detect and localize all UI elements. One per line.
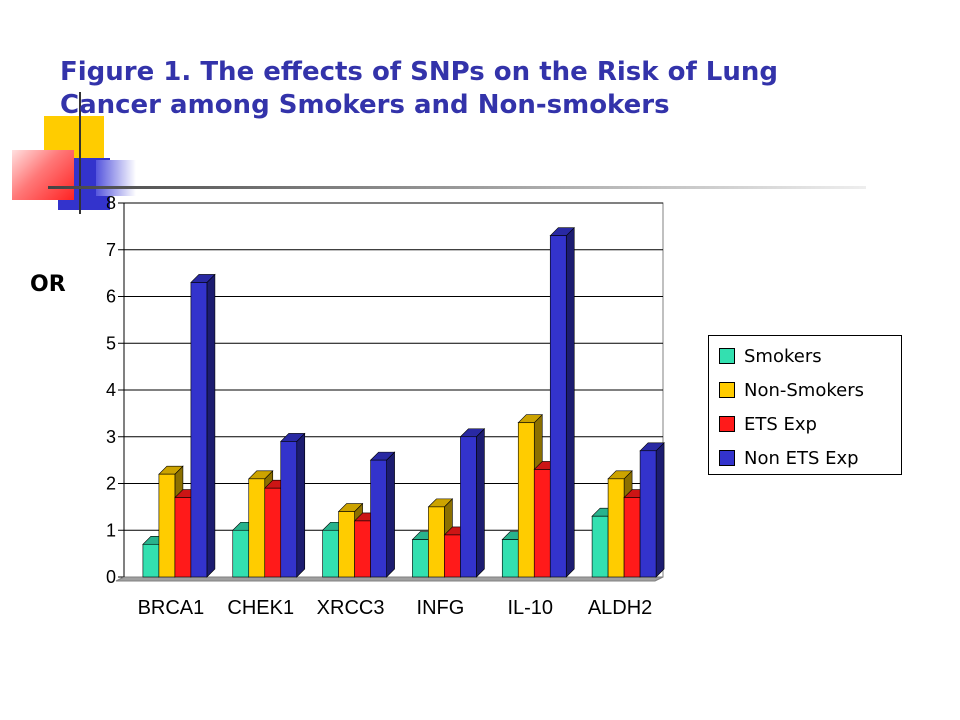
legend-label: Non-Smokers	[744, 379, 864, 401]
legend-swatch	[719, 450, 735, 466]
y-tick-label: 6	[106, 287, 116, 307]
bar-side	[476, 428, 485, 578]
bar	[232, 529, 250, 578]
bar	[158, 473, 176, 578]
bar	[533, 469, 551, 578]
bar	[460, 436, 477, 578]
x-category-label: INFG	[417, 597, 465, 619]
legend-label: Non ETS Exp	[744, 447, 859, 469]
y-tick-label: 8	[106, 193, 116, 213]
decorative-vertical-line	[79, 92, 81, 214]
bar	[428, 506, 445, 578]
bar	[190, 282, 208, 578]
x-category-label: BRCA1	[138, 597, 205, 619]
y-tick-label: 5	[106, 333, 116, 353]
bar-side	[565, 227, 575, 578]
y-tick-label: 2	[106, 474, 116, 494]
bar	[248, 478, 266, 578]
bar	[623, 497, 641, 578]
bar-side	[296, 432, 306, 578]
bar	[412, 539, 429, 578]
bar	[639, 450, 657, 578]
slide-title: Figure 1. The effects of SNPs on the Ris…	[60, 57, 779, 120]
bar	[142, 543, 160, 578]
bar	[517, 422, 535, 578]
y-axis-label: OR	[30, 272, 66, 297]
chart-legend: Smokers Non-Smokers ETS Exp Non ETS Exp	[708, 335, 902, 475]
bar	[607, 478, 625, 578]
y-tick-label: 4	[106, 380, 116, 400]
legend-item: Non ETS Exp	[719, 446, 859, 470]
bar	[444, 534, 461, 578]
bar	[174, 497, 192, 578]
legend-swatch	[719, 416, 735, 432]
x-category-label: ALDH2	[588, 597, 652, 619]
bar	[591, 515, 609, 578]
legend-label: Smokers	[744, 345, 822, 367]
bar	[370, 459, 387, 578]
decorative-red-square	[12, 150, 74, 200]
bar-side	[386, 451, 395, 578]
bar	[501, 539, 519, 578]
bar-side	[655, 442, 665, 578]
legend-item: Non-Smokers	[719, 378, 864, 402]
bar-side	[206, 273, 216, 578]
bar	[549, 235, 567, 578]
decorative-blue-fade-bar	[96, 160, 136, 196]
x-category-label: IL-10	[507, 597, 553, 619]
x-category-label: XRCC3	[317, 597, 385, 619]
bar	[280, 441, 298, 578]
x-category-label: CHEK1	[227, 597, 294, 619]
bar	[322, 529, 339, 578]
y-tick-label: 0	[106, 567, 116, 587]
title-underline	[48, 186, 866, 189]
legend-label: ETS Exp	[744, 413, 817, 435]
legend-item: ETS Exp	[719, 412, 817, 436]
legend-swatch	[719, 382, 735, 398]
y-tick-label: 1	[106, 520, 116, 540]
chart-floor	[115, 576, 664, 582]
bar	[338, 511, 355, 578]
y-tick-label: 3	[106, 427, 116, 447]
bar	[354, 520, 371, 578]
y-tick-label: 7	[106, 240, 116, 260]
legend-swatch	[719, 348, 735, 364]
legend-item: Smokers	[719, 344, 822, 368]
bar	[264, 487, 282, 578]
